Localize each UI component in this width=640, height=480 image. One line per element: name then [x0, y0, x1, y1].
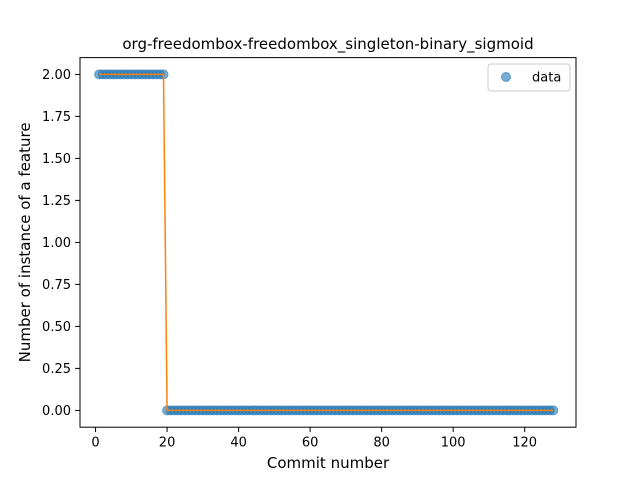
x-tick-label: 40: [230, 436, 247, 451]
y-tick-label: 1.25: [42, 194, 71, 209]
y-axis-label: Number of instance of a feature: [16, 122, 34, 362]
x-tick-label: 80: [373, 436, 390, 451]
x-tick-label: 120: [512, 436, 537, 451]
y-tick-label: 1.00: [42, 236, 71, 251]
chart-title: org-freedombox-freedombox_singleton-bina…: [122, 35, 533, 54]
legend: data: [487, 63, 571, 92]
y-tick-label: 0.25: [42, 362, 71, 377]
plot-marks: [94, 69, 559, 416]
y-axis: 0.00 0.25 0.50 0.75 1.00 1.25 1.50 1.75 2.00: [42, 68, 80, 419]
y-tick-label: 0.50: [42, 320, 71, 335]
legend-marker-data: [501, 72, 511, 82]
fit-line: [99, 73, 554, 412]
x-tick-label: 0: [91, 436, 99, 451]
x-axis: 0 20 40 60 80 100 120: [91, 427, 537, 451]
y-tick-label: 0.00: [42, 404, 71, 419]
x-tick-label: 60: [302, 436, 319, 451]
x-tick-label: 100: [441, 436, 466, 451]
y-tick-label: 0.75: [42, 278, 71, 293]
y-tick-label: 2.00: [42, 68, 71, 83]
x-tick-label: 20: [159, 436, 176, 451]
legend-label-data: data: [532, 71, 561, 86]
y-tick-label: 1.75: [42, 110, 71, 125]
y-tick-label: 1.50: [42, 152, 71, 167]
x-axis-label: Commit number: [267, 454, 390, 472]
legend-box: [487, 63, 571, 92]
